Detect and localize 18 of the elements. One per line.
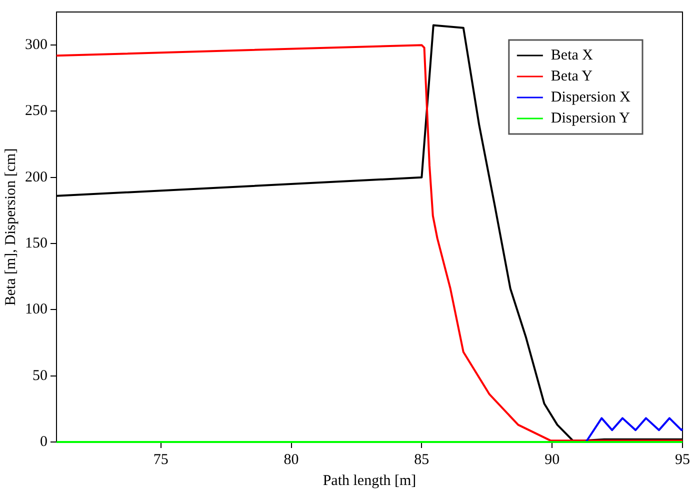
x-axis-title: Path length [m] [322,472,416,489]
legend-label: Dispersion Y [550,110,630,126]
legend-label: Beta Y [550,68,593,84]
y-tick-label: 0 [40,434,48,450]
y-tick-label: 50 [32,368,48,384]
y-tick-label: 100 [25,302,48,318]
legend-label: Dispersion X [550,89,631,106]
x-tick-label: 75 [153,452,168,468]
x-tick-label: 80 [284,452,299,468]
y-tick-label: 250 [25,103,48,120]
x-tick-label: 95 [675,452,690,468]
y-axis-title: Beta [m], Dispersion [cm] [2,148,19,306]
y-tick-label: 300 [25,37,48,54]
y-tick-label: 200 [25,169,48,186]
x-tick-label: 90 [544,452,560,468]
legend-label: Beta X [550,47,594,64]
x-tick-label: 85 [414,452,430,468]
y-tick-label: 150 [25,235,48,252]
